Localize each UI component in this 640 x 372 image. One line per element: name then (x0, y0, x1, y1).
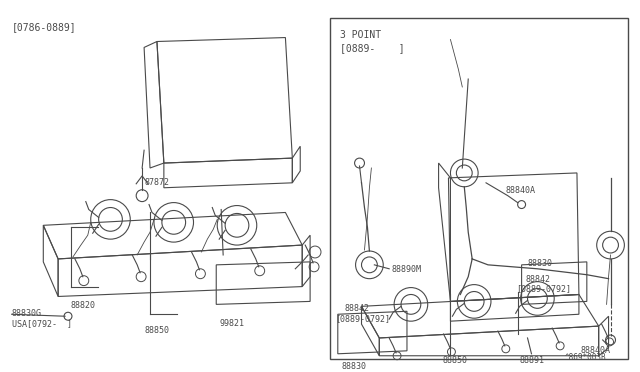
Text: 88830: 88830 (527, 259, 552, 268)
Text: 3 POINT: 3 POINT (340, 30, 381, 40)
Text: 99821: 99821 (220, 319, 244, 328)
Text: 88840A: 88840A (581, 346, 611, 355)
Bar (330, 18, 628, 359)
Text: [0889-    ]: [0889- ] (340, 44, 404, 54)
Text: 88842: 88842 (525, 275, 550, 284)
Text: ^869*003B: ^869*003B (565, 353, 607, 362)
Text: 88830: 88830 (342, 362, 367, 371)
Text: 88820: 88820 (71, 301, 96, 310)
Text: [0786-0889]: [0786-0889] (12, 22, 76, 32)
Text: 88850: 88850 (144, 326, 169, 335)
Text: 87872: 87872 (144, 178, 169, 187)
Text: USA[0792-  ]: USA[0792- ] (12, 319, 72, 328)
Text: 88840A: 88840A (506, 186, 536, 195)
Text: 88842: 88842 (345, 304, 370, 313)
Text: 88891: 88891 (520, 356, 545, 365)
Text: [0889-0792]: [0889-0792] (335, 314, 390, 323)
Text: 88830G: 88830G (12, 309, 42, 318)
Text: [0889-0792]: [0889-0792] (516, 285, 571, 294)
Text: 88850: 88850 (442, 356, 468, 365)
Text: 88890M: 88890M (391, 265, 421, 274)
